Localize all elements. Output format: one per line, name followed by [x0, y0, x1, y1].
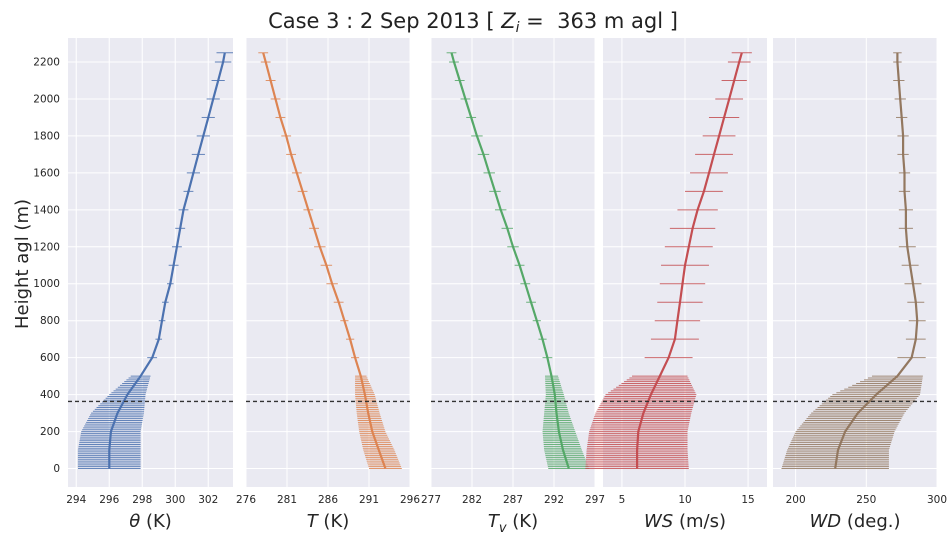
x-tick-label: 294	[66, 494, 86, 506]
profile-line-wind_speed	[636, 52, 743, 469]
y-axis-label: Height agl (m)	[12, 199, 33, 329]
x-tick-label: 286	[318, 494, 338, 506]
x-axis-unit: (K)	[507, 511, 539, 532]
x-axis-label: θ (K)	[129, 511, 172, 532]
title-zi-subscript: i	[516, 20, 520, 36]
title-prefix: Case 3 : 2 Sep 2013 [	[268, 9, 501, 33]
panel-background	[68, 38, 233, 487]
x-tick-label: 276	[236, 494, 256, 506]
panel-theta: 294 296 298 300 302 θ (K) 0 200 400 600 800 1000 120…	[33, 38, 233, 532]
y-tick-label: 200	[40, 426, 60, 438]
profile-line-wind_direction	[834, 52, 919, 469]
x-axis-subscript: v	[499, 521, 507, 536]
x-axis-label: T (K)	[307, 511, 350, 532]
y-tick-label: 2200	[33, 57, 60, 69]
profile-line-virtual_temperature	[450, 52, 570, 469]
x-axis-symbol: θ	[129, 511, 140, 532]
x-tick-label: 282	[462, 494, 482, 506]
x-axis-label: Tv (K)	[488, 511, 538, 536]
x-tick-label: 250	[856, 494, 876, 506]
y-tick-label: 800	[40, 315, 60, 327]
x-tick-label: 292	[544, 494, 564, 506]
x-tick-label: 296	[99, 494, 119, 506]
chart-title: Case 3 : 2 Sep 2013 [ Zi = 363 m agl ]	[268, 9, 678, 36]
x-axis-unit: (K)	[318, 511, 350, 532]
y-tick-label: 1800	[33, 130, 60, 142]
x-tick-label: 298	[132, 494, 152, 506]
y-tick-label: 1400	[33, 204, 60, 216]
y-tick-label: 1200	[33, 241, 60, 253]
y-tick-label: 1000	[33, 278, 60, 290]
x-tick-label: 300	[927, 494, 947, 506]
x-axis-unit: (m/s)	[673, 511, 726, 532]
y-tick-label: 0	[53, 463, 60, 475]
x-axis-label: WS (m/s)	[644, 511, 726, 532]
x-axis-symbol: WS	[644, 511, 673, 532]
title-zi-symbol: Z	[500, 9, 516, 33]
panel-background	[773, 38, 937, 487]
panel-wind_speed: 5 10 15 WS (m/s)	[585, 38, 767, 532]
x-tick-label: 297	[585, 494, 605, 506]
panel-wind_direction: 200 250 300 WD (deg.)	[773, 38, 947, 532]
x-axis-symbol: T	[488, 511, 501, 532]
profile-line-theta	[108, 52, 226, 469]
panel-virtual_temperature: 277 282 287 292 297 Tv (K)	[421, 38, 605, 536]
y-tick-label: 400	[40, 389, 60, 401]
x-tick-label: 200	[786, 494, 806, 506]
x-tick-label: 296	[400, 494, 420, 506]
x-tick-label: 302	[198, 494, 218, 506]
x-axis-symbol: WD	[809, 511, 841, 532]
title-suffix: = 363 m agl ]	[520, 9, 678, 33]
profile-line-temperature	[262, 52, 387, 469]
x-axis-unit: (deg.)	[841, 511, 900, 532]
x-tick-label: 287	[503, 494, 523, 506]
x-tick-label: 300	[165, 494, 185, 506]
x-tick-label: 5	[619, 494, 626, 506]
x-tick-label: 15	[741, 494, 754, 506]
panels: 294 296 298 300 302 θ (K) 0 200 400 600 800 1000 120…	[33, 38, 947, 536]
x-axis-label: WD (deg.)	[809, 511, 900, 532]
y-tick-label: 2000	[33, 93, 60, 105]
x-axis-unit: (K)	[140, 511, 172, 532]
x-tick-label: 10	[678, 494, 691, 506]
x-axis-symbol: T	[307, 511, 320, 532]
x-tick-label: 277	[421, 494, 441, 506]
y-tick-label: 600	[40, 352, 60, 364]
y-tick-label: 1600	[33, 167, 60, 179]
x-tick-label: 291	[359, 494, 379, 506]
panel-temperature: 276 281 286 291 296 T (K)	[236, 38, 420, 532]
x-tick-label: 281	[277, 494, 297, 506]
